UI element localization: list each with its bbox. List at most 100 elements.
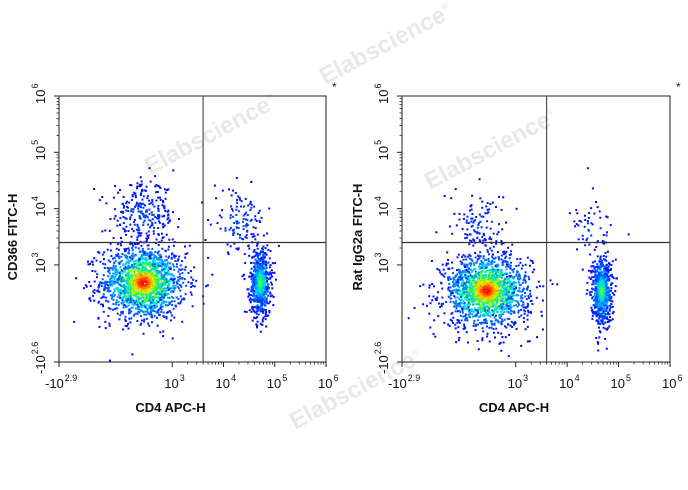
event-dot bbox=[441, 263, 444, 266]
event-dot bbox=[148, 293, 151, 296]
event-dot bbox=[149, 251, 152, 254]
event-dot bbox=[97, 317, 100, 320]
event-dot bbox=[252, 295, 255, 298]
event-dot bbox=[138, 284, 141, 287]
event-dot bbox=[251, 274, 254, 277]
event-dot bbox=[154, 175, 157, 178]
event-dot bbox=[123, 289, 126, 292]
event-dot bbox=[447, 279, 450, 281]
event-dot bbox=[147, 289, 150, 292]
event-dot bbox=[147, 274, 150, 277]
event-dot bbox=[467, 255, 469, 258]
event-dot bbox=[528, 278, 531, 281]
event-dot bbox=[161, 299, 164, 302]
event-dot bbox=[454, 284, 457, 287]
event-dot bbox=[129, 270, 132, 273]
event-dot bbox=[500, 290, 502, 293]
event-dot bbox=[136, 303, 139, 306]
event-dot bbox=[127, 288, 130, 291]
event-dot bbox=[137, 294, 140, 297]
event-dot bbox=[255, 269, 258, 272]
y-tick-label: 104 bbox=[30, 196, 48, 216]
event-dot bbox=[125, 295, 128, 298]
event-dot bbox=[110, 297, 113, 300]
event-dot bbox=[236, 222, 238, 225]
event-dot bbox=[526, 286, 529, 289]
event-dot bbox=[468, 296, 471, 298]
event-dot bbox=[125, 262, 127, 265]
event-dot bbox=[270, 269, 273, 272]
event-dot bbox=[125, 276, 128, 279]
event-dot bbox=[142, 213, 145, 216]
event-dot bbox=[156, 288, 159, 290]
event-dot bbox=[128, 312, 130, 315]
event-dot bbox=[462, 289, 465, 292]
event-dot bbox=[174, 260, 177, 262]
event-dot bbox=[250, 285, 253, 288]
event-dot bbox=[149, 286, 152, 288]
event-dot bbox=[153, 256, 156, 259]
event-dot bbox=[245, 211, 248, 214]
event-dot bbox=[141, 319, 143, 322]
event-dot bbox=[493, 287, 495, 290]
event-dot bbox=[125, 261, 128, 264]
event-dot bbox=[501, 309, 504, 312]
event-dot bbox=[247, 292, 250, 295]
event-dot bbox=[237, 227, 240, 229]
event-dot bbox=[134, 307, 137, 310]
event-dot bbox=[163, 282, 166, 285]
event-dot bbox=[138, 273, 141, 276]
event-dot bbox=[256, 275, 259, 278]
event-dot bbox=[157, 261, 160, 264]
event-dot bbox=[466, 297, 469, 300]
event-dot bbox=[520, 308, 522, 311]
event-dot bbox=[527, 311, 530, 314]
event-dot bbox=[162, 282, 165, 285]
event-dot bbox=[139, 262, 142, 265]
event-dot bbox=[505, 304, 508, 307]
event-dot bbox=[161, 288, 164, 291]
event-dot bbox=[136, 313, 139, 315]
event-dot bbox=[139, 216, 142, 219]
event-dot bbox=[482, 257, 485, 260]
event-dot bbox=[155, 217, 158, 220]
event-dot bbox=[106, 284, 109, 287]
event-dot bbox=[494, 297, 497, 300]
event-dot bbox=[459, 260, 462, 263]
event-dot bbox=[490, 314, 493, 317]
event-dot bbox=[464, 271, 467, 274]
event-dot bbox=[522, 309, 525, 312]
event-dot bbox=[504, 252, 507, 255]
event-dot bbox=[527, 275, 530, 278]
event-dot bbox=[133, 191, 136, 194]
event-dot bbox=[102, 262, 105, 265]
event-dot bbox=[182, 281, 185, 284]
event-dot bbox=[513, 267, 516, 270]
event-dot bbox=[120, 211, 123, 214]
event-dot bbox=[215, 197, 218, 200]
event-dot bbox=[436, 267, 439, 270]
event-dot bbox=[272, 296, 275, 298]
event-dot bbox=[179, 269, 182, 271]
event-dot bbox=[464, 319, 467, 322]
event-dot bbox=[481, 265, 484, 268]
event-dot bbox=[457, 271, 460, 274]
event-dot bbox=[126, 257, 129, 260]
event-dot bbox=[118, 275, 121, 278]
event-dot bbox=[507, 263, 510, 266]
event-dot bbox=[510, 287, 513, 290]
event-dot bbox=[153, 261, 156, 264]
event-dot bbox=[266, 276, 269, 279]
event-dot bbox=[502, 251, 505, 253]
x-tick-label: 103 bbox=[164, 373, 184, 391]
event-dot bbox=[142, 262, 145, 264]
event-dot bbox=[176, 259, 179, 262]
event-dot bbox=[231, 189, 234, 192]
event-dot bbox=[113, 256, 116, 259]
event-dot bbox=[163, 276, 166, 279]
event-dot bbox=[109, 294, 112, 297]
event-dot bbox=[125, 225, 128, 228]
event-dot bbox=[509, 287, 511, 290]
event-dot bbox=[461, 309, 464, 312]
event-dot bbox=[112, 280, 115, 283]
